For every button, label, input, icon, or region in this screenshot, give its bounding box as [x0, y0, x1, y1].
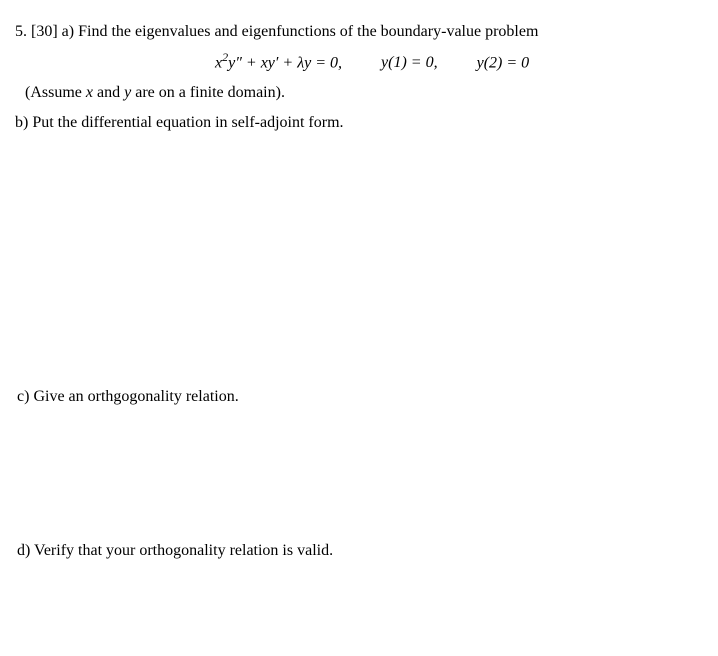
- part-b-label: b): [15, 114, 28, 131]
- problem-points: [30]: [31, 23, 58, 40]
- boundary-condition-1: y(1) = 0,: [381, 51, 438, 75]
- equation-line: x2y″ + xy′ + λy = 0, y(1) = 0, y(2) = 0: [215, 48, 703, 75]
- part-c-text: Give an orthgogonality relation.: [33, 388, 238, 405]
- assumption-line: (Assume x and y are on a finite domain).: [15, 81, 703, 105]
- problem-header: 5. [30] a) Find the eigenvalues and eige…: [15, 20, 703, 44]
- part-a-text: Find the eigenvalues and eigenfunctions …: [78, 23, 538, 40]
- part-d-label: d): [17, 542, 30, 559]
- part-d-line: d) Verify that your orthogonality relati…: [15, 539, 703, 563]
- ode-expression: x2y″ + xy′ + λy = 0,: [215, 48, 342, 75]
- boundary-condition-2: y(2) = 0: [477, 54, 530, 71]
- part-d-text: Verify that your orthogonality relation …: [34, 542, 333, 559]
- problem-number: 5.: [15, 23, 27, 40]
- part-b-text: Put the differential equation in self-ad…: [32, 114, 343, 131]
- part-c-label: c): [17, 388, 29, 405]
- part-c-line: c) Give an orthgogonality relation.: [15, 385, 703, 409]
- part-a-label: a): [62, 23, 74, 40]
- part-b-line: b) Put the differential equation in self…: [15, 111, 703, 135]
